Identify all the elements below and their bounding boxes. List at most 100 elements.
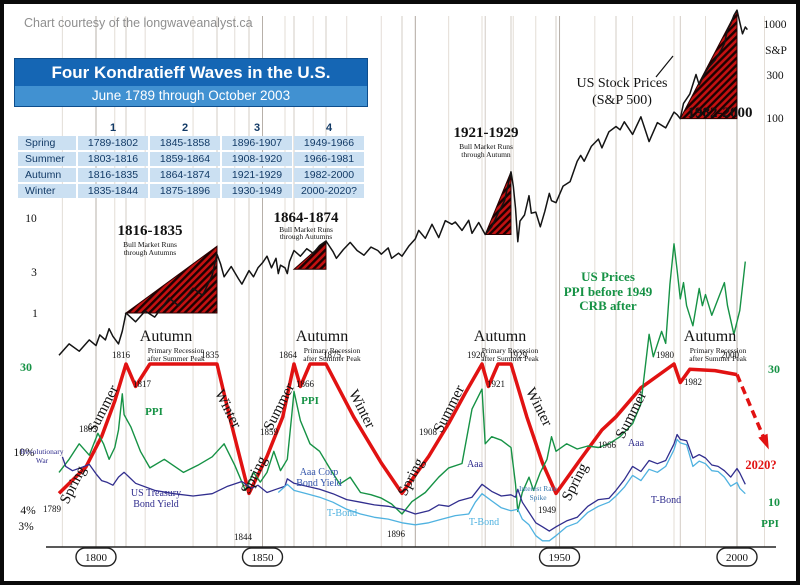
chart-annotation: Bond Yield: [133, 499, 178, 510]
series-line-wave: [57, 362, 738, 496]
chart-annotation: Aaa: [628, 438, 645, 449]
chart-subtitle: June 1789 through October 2003: [15, 86, 367, 106]
chart-annotation: War: [36, 456, 49, 465]
chart-annotation: Bull Market Runs: [123, 240, 177, 249]
table-row: Autumn 1816-1835 1864-1874 1921-1929 198…: [18, 168, 364, 182]
chart-annotation: 2020?: [745, 458, 776, 472]
chart-annotation: Spring: [395, 455, 428, 498]
chart-annotation: CRB after: [579, 298, 637, 313]
chart-annotation: 4%: [20, 505, 36, 517]
chart-annotation: 1982: [684, 377, 702, 387]
chart-annotation: 100: [766, 113, 784, 125]
chart-annotation: Autumn: [140, 328, 192, 345]
chart-title-box: Four Kondratieff Waves in the U.S. June …: [14, 58, 368, 107]
chart-annotation: Aaa: [467, 459, 484, 470]
x-axis-tick-label: 2000: [726, 552, 749, 564]
x-axis-tick-label: 1850: [252, 552, 275, 564]
chart-annotation: US Treasury: [131, 488, 181, 499]
chart-annotation: PPI before 1949: [564, 284, 653, 299]
chart-annotation: T-Bond: [327, 508, 357, 519]
table-cell: 1835-1844: [78, 184, 148, 198]
chart-annotation: 1966: [598, 440, 617, 450]
chart-annotation: Interest Rate: [519, 484, 558, 493]
chart-annotation: Aaa Corp: [300, 467, 339, 478]
chart-annotation: 300: [766, 70, 784, 82]
table-cell: 1816-1835: [78, 168, 148, 182]
table-cell: 1930-1949: [222, 184, 292, 198]
chart-annotation: 10%: [13, 447, 35, 459]
chart-annotation: Spike: [529, 493, 547, 502]
chart-annotation: 1908: [419, 427, 438, 437]
table-row-label: Summer: [18, 152, 76, 166]
x-axis-tick-1800: [75, 547, 117, 567]
chart-annotation: 1000: [764, 19, 787, 31]
series-line-rates: [277, 438, 746, 542]
table-cell: 1908-1920: [222, 152, 292, 166]
chart-annotation: through Autumns: [280, 232, 332, 241]
chart-annotation: 1816: [112, 350, 131, 360]
table-header-cell: 3: [253, 122, 261, 134]
table-cell: 1864-1874: [150, 168, 220, 182]
table-cell: 1982-2000: [294, 168, 364, 182]
chart-annotation: 3%: [18, 521, 34, 533]
x-axis-tick-2000: [716, 547, 758, 567]
bull-market-triangles: [124, 9, 738, 314]
chart-annotation: after Summer Peak: [689, 354, 747, 363]
chart-annotation: Primary Recession: [690, 346, 747, 355]
table-cell: 1896-1907: [222, 136, 292, 150]
kondratieff-season-table: 1 2 3 4 Spring 1789-1802 1845-1858 1896-…: [16, 120, 366, 200]
chart-annotation: 1844: [234, 532, 253, 542]
table-corner-cell: [18, 122, 76, 134]
table-cell: 1966-1981: [294, 152, 364, 166]
chart-annotation: 10: [25, 213, 37, 225]
chart-annotation: 1816-1835: [118, 223, 183, 239]
chart-annotation: S&P: [765, 45, 787, 57]
chart-annotation: 1949: [538, 505, 557, 515]
table-row-label: Spring: [18, 136, 76, 150]
chart-annotation: Primary Recession: [148, 346, 205, 355]
chart-annotation: 1929: [509, 350, 528, 360]
chart-annotation: after Summer Peak: [147, 354, 205, 363]
chart-annotation: US Stock Prices: [577, 76, 668, 91]
chart-annotation: 1864-1874: [274, 210, 339, 226]
chart-annotation: 1896: [387, 529, 406, 539]
chart-annotation: 1980: [656, 350, 675, 360]
courtesy-note: Chart courtesy of the longwaveanalyst.ca: [24, 16, 253, 30]
arrowhead: [758, 433, 769, 450]
chart-annotation: 2000: [721, 350, 740, 360]
table-header-cell: 2: [181, 122, 189, 134]
x-axis: 1800 1850 1950 2000: [46, 546, 776, 567]
table-cell: 1949-1966: [294, 136, 364, 150]
chart-annotation: Autumn: [474, 328, 526, 345]
chart-annotation: Autumn: [296, 328, 348, 345]
table-cell: 1859-1864: [150, 152, 220, 166]
series-line-stock: [58, 9, 748, 356]
chart-annotation: 30: [768, 362, 780, 376]
chart-annotation: 1982-2000: [688, 105, 753, 121]
chart-annotation: 1866: [296, 379, 315, 389]
chart-annotation: T-Bond: [651, 495, 681, 506]
series-line-rates: [61, 433, 746, 532]
table-row: Summer 1803-1816 1859-1864 1908-1920 196…: [18, 152, 364, 166]
bull-market-triangle: [292, 239, 327, 270]
series-lines: [57, 9, 769, 542]
table-header-cell: 1: [109, 122, 117, 134]
chart-annotation: 1921-1929: [454, 125, 519, 141]
chart-annotation: Primary Recession: [304, 346, 361, 355]
chart-annotation: PPI: [761, 518, 779, 530]
chart-annotation: 1864: [279, 350, 298, 360]
chart-annotation: 10: [768, 495, 780, 509]
table-cell: 1845-1858: [150, 136, 220, 150]
chart-annotation: 1920: [467, 350, 486, 360]
chart-annotation: Primary Recession: [482, 346, 539, 355]
chart-annotation: through Autumns: [124, 248, 176, 257]
chart-annotation: 1803: [79, 424, 98, 434]
x-axis-tick-label: 1800: [85, 552, 108, 564]
chart-annotation: 3: [31, 267, 37, 279]
chart-annotation: PPI: [145, 406, 163, 418]
chart-title: Four Kondratieff Waves in the U.S.: [15, 59, 367, 86]
table-cell: 1789-1802: [78, 136, 148, 150]
chart-annotation: 1875: [323, 350, 342, 360]
